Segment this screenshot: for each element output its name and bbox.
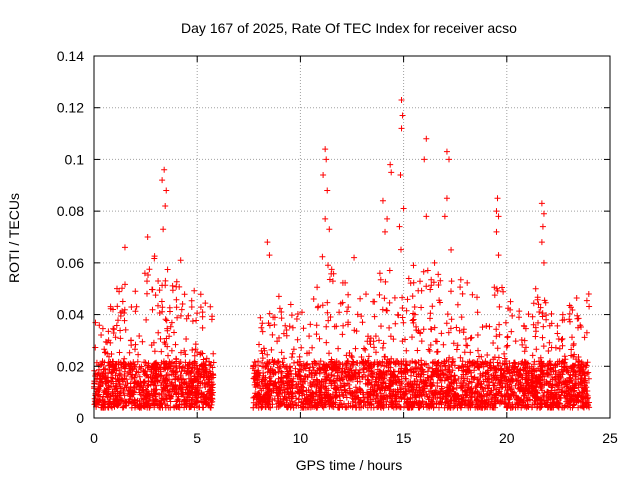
y-tick-labels: 0 0.02 0.04 0.06 0.08 0.1 0.12 0.14	[57, 48, 84, 426]
data-point	[421, 156, 428, 163]
data-point	[159, 177, 166, 184]
data-point	[540, 210, 547, 217]
y-tick-label: 0.02	[57, 358, 84, 374]
data-point	[538, 200, 545, 207]
data-point	[388, 169, 395, 176]
x-tick-label: 0	[90, 430, 98, 446]
data-point	[351, 254, 358, 261]
data-point	[538, 239, 545, 246]
x-tick-label: 10	[293, 430, 309, 446]
data-point	[494, 195, 501, 202]
data-point	[400, 205, 407, 212]
data-point	[397, 171, 404, 178]
data-point	[431, 259, 438, 266]
data-point	[161, 166, 168, 173]
data-point	[322, 215, 329, 222]
data-point	[493, 228, 500, 235]
y-tick-label: 0.08	[57, 203, 84, 219]
data-point	[320, 171, 327, 178]
x-tick-labels: 0 5 10 15 20 25	[90, 430, 618, 446]
data-point	[387, 161, 394, 168]
data-point	[379, 197, 386, 204]
axis-ticks	[93, 55, 611, 419]
data-point	[396, 223, 403, 230]
data-point	[382, 228, 389, 235]
data-point	[162, 202, 169, 209]
plot-frame	[93, 55, 611, 419]
y-tick-label: 0	[76, 410, 84, 426]
data-point	[423, 213, 430, 220]
data-point-cloud	[91, 246, 593, 411]
y-tick-label: 0.14	[57, 48, 84, 64]
data-point	[495, 252, 502, 259]
data-point	[144, 234, 151, 240]
y-tick-label: 0.1	[65, 151, 85, 167]
y-axis-title: ROTI / TECUs	[6, 193, 22, 283]
y-tick-label: 0.04	[57, 307, 84, 323]
data-point	[495, 213, 502, 220]
x-tick-label: 5	[193, 430, 201, 446]
data-point	[399, 112, 406, 119]
data-point	[326, 226, 333, 233]
data-point	[441, 213, 448, 220]
data-point	[539, 223, 546, 230]
data-point	[448, 246, 455, 253]
data-point	[322, 146, 329, 153]
data-point	[532, 285, 539, 292]
y-tick-label: 0.12	[57, 100, 84, 116]
data-point	[323, 156, 330, 163]
data-point	[443, 195, 450, 202]
data-point	[264, 239, 271, 246]
data-point	[398, 96, 405, 103]
data-point	[443, 148, 450, 155]
data-point	[398, 125, 405, 132]
data-point	[177, 257, 184, 264]
data-points	[91, 96, 593, 411]
x-tick-label: 15	[396, 430, 412, 446]
data-point	[324, 187, 331, 194]
x-tick-label: 20	[499, 430, 515, 446]
data-point	[540, 259, 547, 266]
data-point	[160, 226, 167, 233]
data-point	[446, 156, 453, 163]
x-tick-label: 25	[602, 430, 618, 446]
data-point	[384, 215, 391, 222]
chart-title: Day 167 of 2025, Rate Of TEC Index for r…	[181, 20, 517, 36]
data-point	[266, 252, 273, 259]
data-point	[163, 187, 170, 194]
data-point	[423, 135, 430, 142]
x-axis-title: GPS time / hours	[296, 457, 403, 473]
data-point	[493, 208, 500, 215]
y-tick-label: 0.06	[57, 255, 84, 271]
data-point	[121, 244, 128, 251]
